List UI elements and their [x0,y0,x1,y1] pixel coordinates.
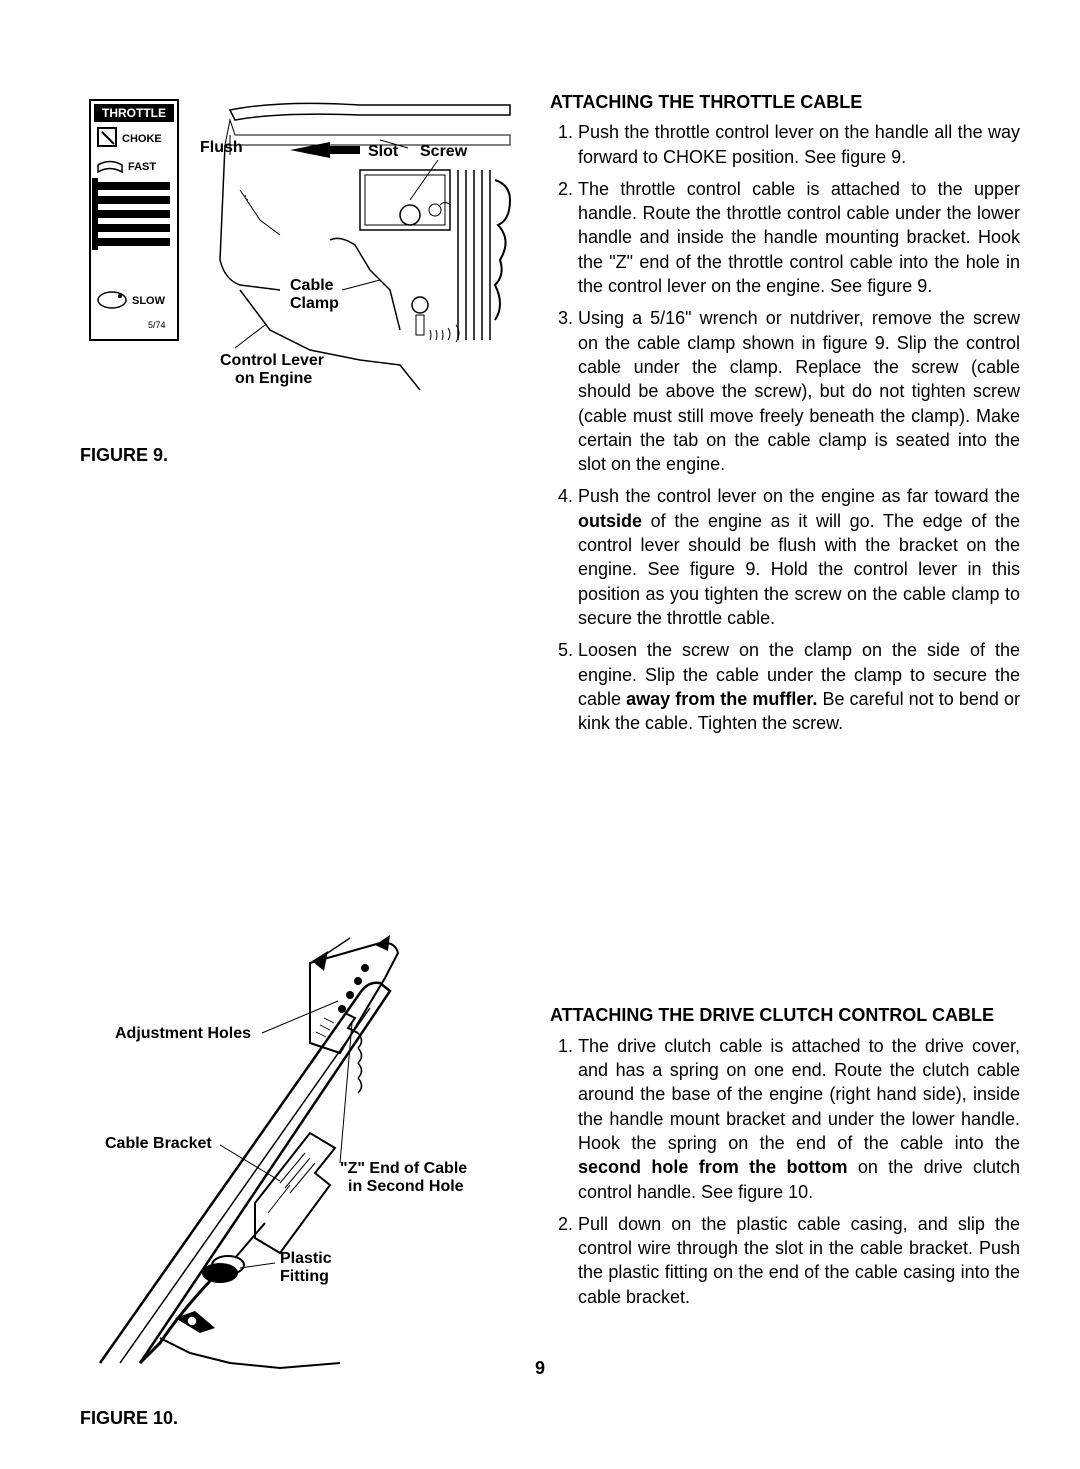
section-1: ATTACHING THE THROTTLE CABLE Push the th… [550,90,1020,743]
svg-text:Plastic Fitting: Plastic Fitting [280,1250,336,1285]
svg-text:FAST: FAST [128,161,156,173]
svg-text:Screw: Screw [420,143,468,160]
svg-text:Cable Clamp: Cable Clamp [290,277,339,312]
section-2-heading: ATTACHING THE DRIVE CLUTCH CONTROL CABLE [550,1003,1020,1027]
section-1-item-1: Push the throttle control lever on the h… [578,120,1020,169]
svg-text:5/74: 5/74 [148,320,166,330]
svg-text:Cable Bracket: Cable Bracket [105,1135,212,1152]
svg-text:Slot: Slot [368,143,399,160]
section-1-list: Push the throttle control lever on the h… [550,120,1020,735]
figure-10-container: Adjustment Holes [80,923,520,1429]
section-1-heading: ATTACHING THE THROTTLE CABLE [550,90,1020,114]
figure-9-svg: THROTTLE CHOKE FAST SLOW 5/74 [80,90,520,420]
svg-text:"Z" End of Cable in: "Z" End of Cable in Second Hole [340,1160,472,1195]
section-1-item-5: Loosen the screw on the clamp on the sid… [578,638,1020,735]
svg-text:Adjustment Holes: Adjustment Holes [115,1025,251,1042]
page-number: 9 [535,1358,545,1379]
figure-10-svg: Adjustment Holes [80,923,520,1383]
svg-text:Control Lever on Eng: Control Lever on Engine [220,352,328,387]
section-2-item-2: Pull down on the plastic cable casing, a… [578,1212,1020,1309]
section-1-item-4: Push the control lever on the engine as … [578,484,1020,630]
section-2: ATTACHING THE DRIVE CLUTCH CONTROL CABLE… [550,923,1020,1429]
svg-text:THROTTLE: THROTTLE [102,106,166,120]
figure-10-caption: FIGURE 10. [80,1408,520,1429]
figure-9-caption: FIGURE 9. [80,445,520,466]
figure-9-container: THROTTLE CHOKE FAST SLOW 5/74 [80,90,520,743]
svg-text:SLOW: SLOW [132,295,166,307]
section-2-list: The drive clutch cable is attached to th… [550,1034,1020,1309]
section-2-item-1: The drive clutch cable is attached to th… [578,1034,1020,1204]
section-1-item-2: The throttle control cable is attached t… [578,177,1020,298]
svg-text:Flush: Flush [200,139,243,156]
svg-text:CHOKE: CHOKE [122,133,162,145]
section-1-item-3: Using a 5/16" wrench or nutdriver, remov… [578,306,1020,476]
